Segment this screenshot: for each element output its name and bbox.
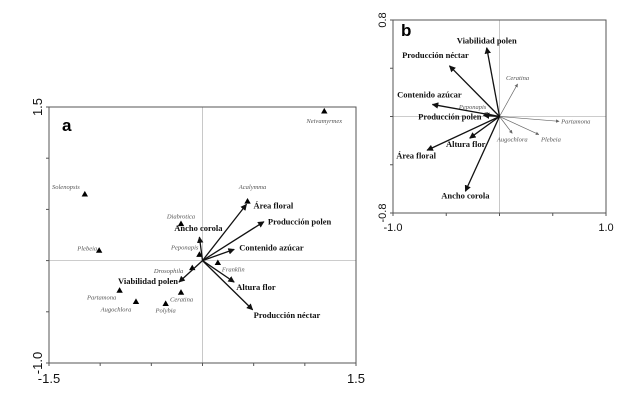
panel-b-biplot: -1.0 1.0 0.8 -0.8 Ceratina Peponapis Partamona… bbox=[377, 12, 614, 234]
x-tick-label-max: 1.0 bbox=[598, 222, 613, 234]
variable-label-altura-flor: Altura flor bbox=[446, 139, 486, 149]
species-label-partamona: Partamona bbox=[560, 118, 590, 125]
variable-arrow-area-floral bbox=[201, 203, 248, 262]
species-arrow-partamona bbox=[499, 116, 560, 123]
variable-label-altura-flor: Altura flor bbox=[236, 282, 276, 292]
x-tick-label-min: -1.0 bbox=[384, 222, 403, 234]
variable-arrow-altura-flor bbox=[202, 260, 235, 283]
species-arrow-plebeia bbox=[499, 116, 540, 135]
variable-label-viabilidad-polen: Viabilidad polen bbox=[457, 36, 517, 46]
species-label-solenopsis: Solenopsis bbox=[52, 184, 80, 191]
species-point-plebeia bbox=[95, 247, 103, 253]
y-tick-label-min: -1.0 bbox=[30, 352, 45, 374]
variable-arrow-ancho-corola bbox=[196, 236, 204, 261]
species-point-augochlora bbox=[132, 298, 140, 304]
variable-label-produccion-nectar: Producción néctar bbox=[254, 310, 321, 320]
variable-arrow-area-floral bbox=[426, 115, 500, 151]
species-point-acalymma bbox=[244, 198, 251, 204]
species-label-peponapis: Peponapis bbox=[170, 244, 199, 251]
variable-arrow-contenido-azucar bbox=[202, 248, 235, 262]
panel-b-label: b bbox=[401, 21, 411, 40]
species-point-neivamyrmex bbox=[321, 107, 328, 114]
species-label-acalymma: Acalymma bbox=[238, 184, 266, 191]
variable-arrow-ancho-corola bbox=[464, 116, 501, 192]
variable-arrow-produccion-polen bbox=[482, 112, 500, 119]
species-point-diabrotica bbox=[177, 220, 185, 227]
species-point-partamona bbox=[116, 287, 123, 293]
species-point-ceratina bbox=[177, 289, 185, 295]
y-tick-label-max: 0.8 bbox=[377, 12, 389, 27]
variable-label-ancho-corola: Ancho corola bbox=[174, 223, 223, 233]
variable-arrow-viabilidad-polen bbox=[484, 47, 501, 117]
y-tick-label-min: -0.8 bbox=[377, 204, 389, 223]
species-label-augochlora: Augochlora bbox=[496, 136, 528, 143]
variable-label-produccion-nectar: Producción néctar bbox=[402, 50, 469, 60]
panel-a-biplot: -1.5 1.5 1.5 -1.0 Neivamyrmex Solenopsis Plebe… bbox=[30, 98, 365, 386]
variable-label-contenido-azucar: Contenido azúcar bbox=[397, 89, 462, 99]
x-tick-label-max: 1.5 bbox=[347, 371, 365, 386]
variable-arrow-produccion-nectar bbox=[202, 260, 254, 311]
species-label-ceratina: Ceratina bbox=[506, 75, 529, 82]
species-label-diabrotica: Diabrotica bbox=[166, 214, 195, 221]
species-point-peponapis bbox=[196, 251, 203, 257]
variable-label-viabilidad-polen: Viabilidad polen bbox=[118, 276, 178, 286]
variable-label-contenido-azucar: Contenido azúcar bbox=[239, 242, 304, 252]
variable-arrow-altura-flor bbox=[469, 115, 500, 139]
variable-label-area-floral: Área floral bbox=[396, 150, 436, 160]
variable-arrow-produccion-nectar bbox=[448, 65, 500, 117]
species-point-solenopsis bbox=[81, 190, 89, 197]
species-arrow-ceratina bbox=[499, 83, 518, 117]
species-label-plebeia: Plebeia bbox=[76, 245, 97, 252]
y-tick-label-max: 1.5 bbox=[30, 98, 45, 116]
x-tick-label-min: -1.5 bbox=[38, 371, 60, 386]
variable-label-area-floral: Área floral bbox=[254, 200, 294, 210]
species-label-polybia: Polybia bbox=[155, 308, 176, 315]
species-label-plebeia: Plebeia bbox=[540, 137, 561, 144]
species-label-drosophila: Drosophila bbox=[153, 268, 183, 275]
species-point-franklin bbox=[214, 259, 222, 266]
variable-label-produccion-polen: Producción polen bbox=[268, 217, 332, 227]
species-label-peponapis: Peponapis bbox=[458, 104, 487, 111]
species-point-polybia bbox=[162, 300, 169, 307]
species-label-neivamyrmex: Neivamyrmex bbox=[305, 118, 342, 125]
species-arrow-augochlora bbox=[499, 116, 513, 134]
species-label-ceratina: Ceratina bbox=[170, 296, 193, 303]
species-label-franklin: Franklin bbox=[221, 267, 245, 274]
panel-a-label: a bbox=[62, 116, 72, 135]
species-label-partamona: Partamona bbox=[86, 294, 116, 301]
species-label-augochlora: Augochlora bbox=[100, 307, 132, 314]
variable-arrow-viabilidad-polen bbox=[178, 260, 203, 283]
variable-label-produccion-polen: Producción polen bbox=[418, 111, 482, 121]
variable-arrow-produccion-polen bbox=[202, 221, 265, 262]
variable-label-ancho-corola: Ancho corola bbox=[441, 190, 490, 200]
